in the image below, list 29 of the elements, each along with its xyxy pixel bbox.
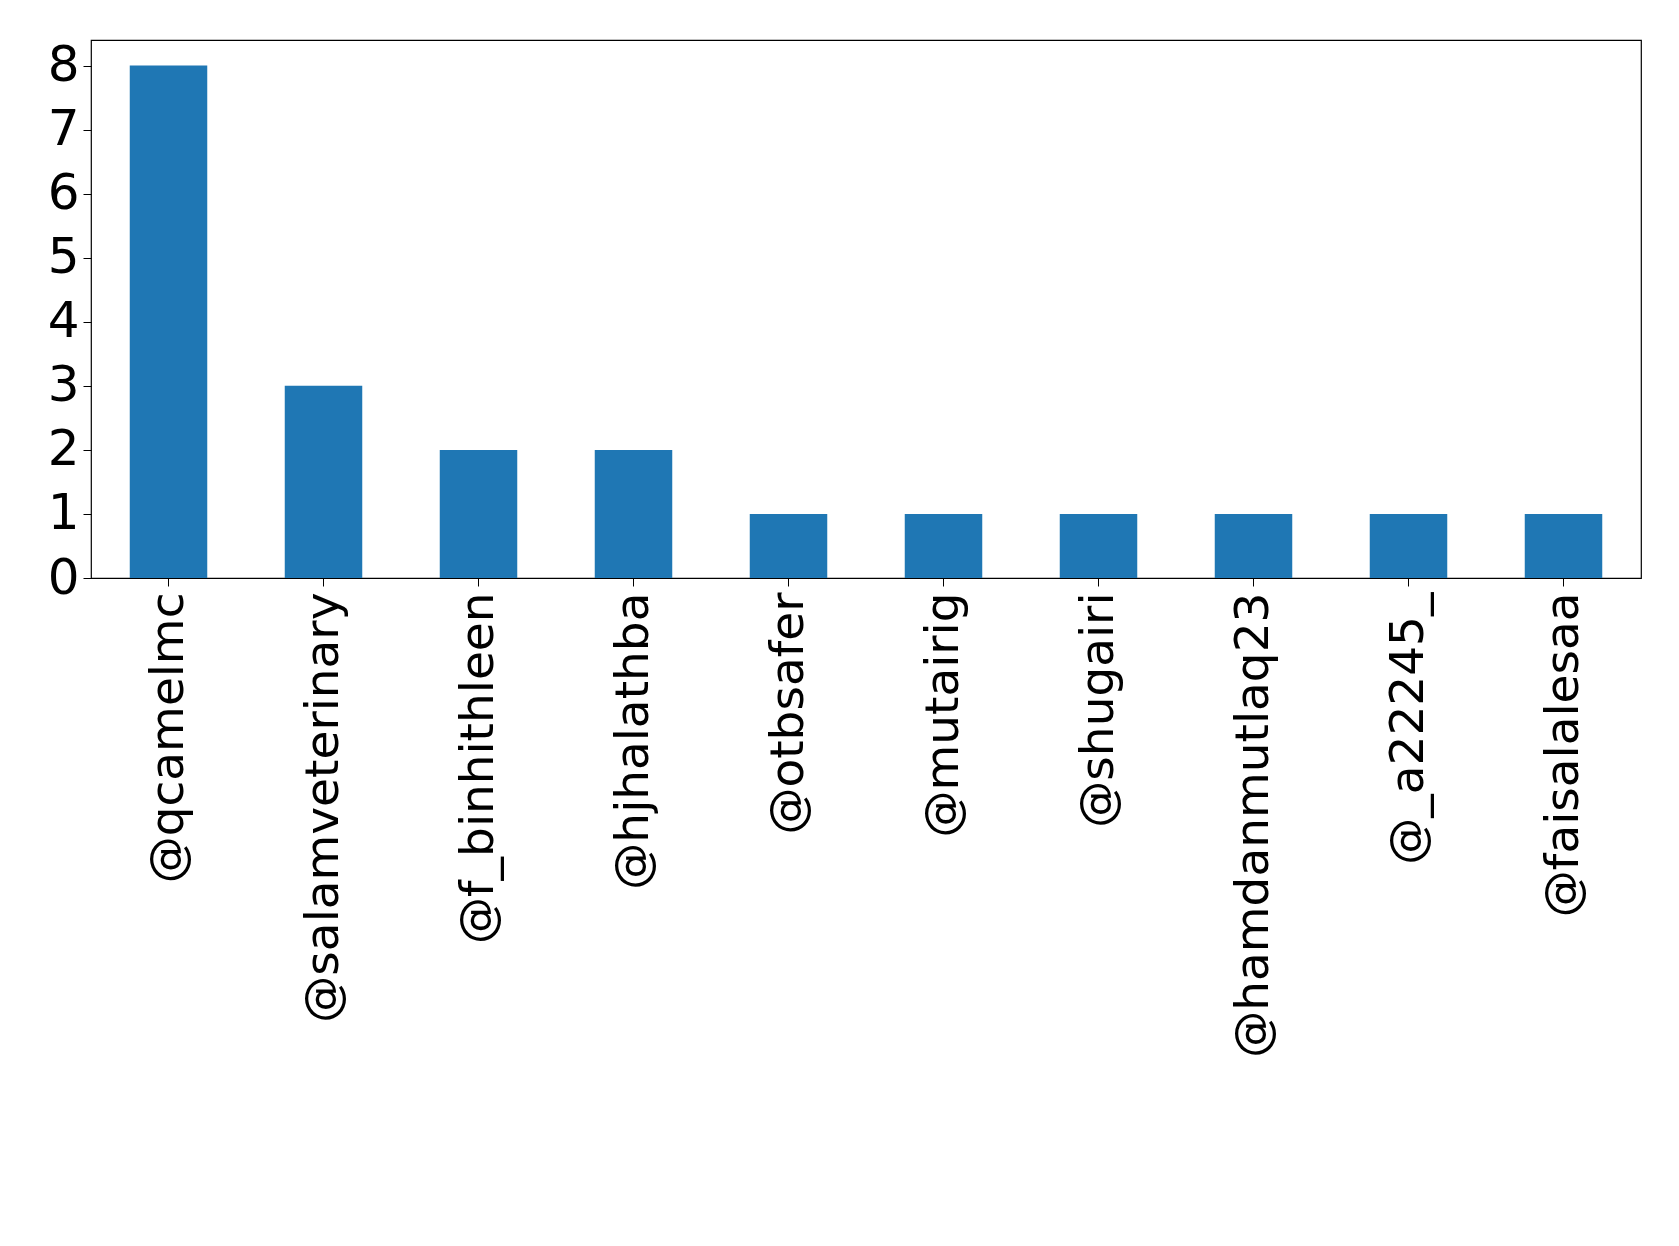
y-tick-label: 2 [47,419,80,478]
y-tick-label: 5 [47,227,80,286]
bar [1524,513,1603,578]
bar [594,449,673,578]
y-tick-label: 4 [47,291,80,350]
y-tick-label: 1 [47,483,80,542]
x-tick-label: @faisalalesaa [1533,592,1589,918]
x-tick-label: @mutairig [913,592,969,838]
bar [749,513,828,578]
y-tick-label: 8 [47,35,80,94]
x-tick-label: @salamveterinary [293,592,349,1023]
bar [439,449,518,578]
x-tick-label: @_a22245_ [1378,592,1434,865]
bar [284,385,363,578]
y-tick-label: 0 [47,547,80,606]
bar [1059,513,1138,578]
x-tick-label: @hjhalathba [603,592,659,890]
y-tick-label: 6 [47,163,80,222]
bar [904,513,983,578]
x-tick-label: @otbsafer [758,591,814,835]
x-tick-label: @qcamelmc [138,592,194,884]
bar [129,65,208,578]
y-tick-label: 3 [47,355,80,414]
x-tick-label: @hamdanmutlaq23 [1223,592,1279,1058]
y-tick-label: 7 [47,99,80,158]
x-tick-label: @shugairi [1068,592,1124,828]
bar [1369,513,1448,578]
bar [1214,513,1293,578]
x-tick-label: @f_binhithleen [448,592,504,944]
